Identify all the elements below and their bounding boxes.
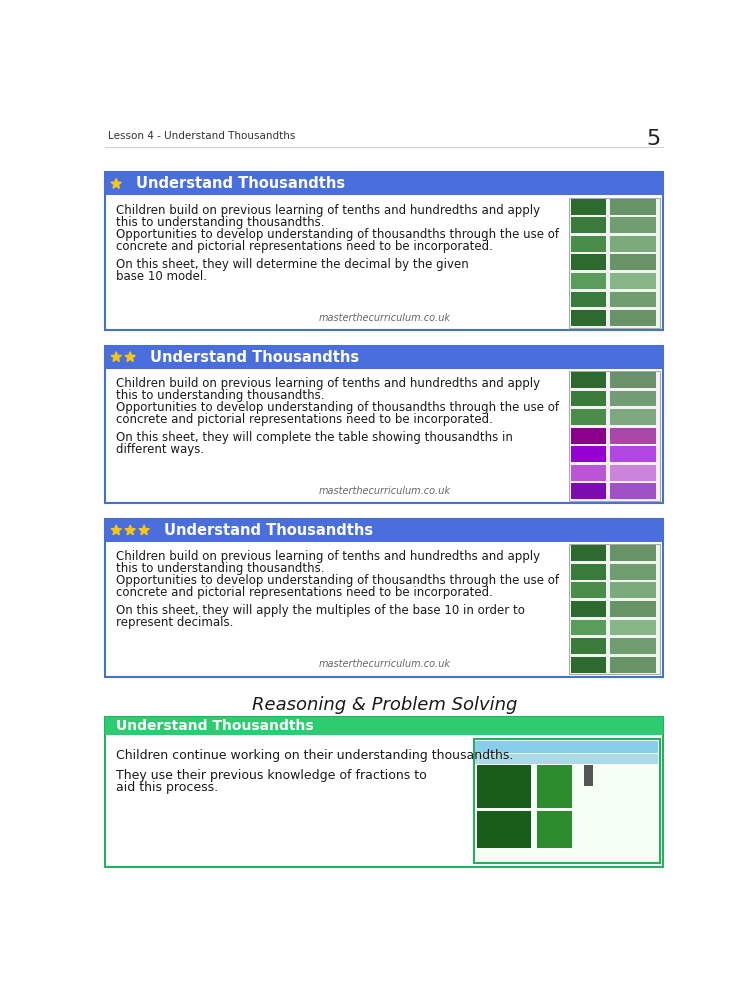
Polygon shape — [125, 352, 135, 362]
Polygon shape — [111, 352, 122, 362]
Bar — [536, 811, 572, 848]
Bar — [584, 765, 593, 786]
Text: On this sheet, they will complete the table showing thousandths in: On this sheet, they will complete the ta… — [116, 431, 513, 444]
Polygon shape — [111, 525, 122, 535]
Bar — [572, 446, 606, 462]
Text: Reasoning & Problem Solving: Reasoning & Problem Solving — [252, 696, 517, 714]
Text: represent decimals.: represent decimals. — [116, 616, 233, 629]
Polygon shape — [139, 525, 149, 535]
Bar — [475, 741, 658, 753]
Text: Children build on previous learning of tenths and hundredths and apply: Children build on previous learning of t… — [116, 204, 540, 217]
Text: base 10 model.: base 10 model. — [116, 270, 207, 283]
Bar — [610, 199, 656, 215]
Bar — [105, 346, 663, 369]
Bar — [572, 254, 606, 270]
Bar — [610, 582, 656, 598]
Bar — [572, 292, 606, 307]
Bar — [572, 372, 606, 388]
Bar — [610, 372, 656, 388]
Bar — [572, 391, 606, 406]
Text: Understand Thousandths: Understand Thousandths — [116, 719, 314, 733]
Bar — [572, 483, 606, 499]
Bar — [610, 428, 656, 444]
Bar — [610, 638, 656, 654]
Bar — [572, 657, 606, 673]
Bar — [568, 371, 660, 501]
Bar — [610, 409, 656, 425]
Bar — [572, 582, 606, 598]
Bar — [610, 564, 656, 580]
Bar — [610, 620, 656, 635]
Bar — [572, 199, 606, 215]
Bar — [610, 465, 656, 481]
Bar — [572, 409, 606, 425]
Bar — [610, 273, 656, 289]
Text: masterthecurriculum.co.uk: masterthecurriculum.co.uk — [318, 659, 450, 669]
Bar — [475, 754, 658, 764]
Text: Children build on previous learning of tenths and hundredths and apply: Children build on previous learning of t… — [116, 550, 540, 563]
Text: concrete and pictorial representations need to be incorporated.: concrete and pictorial representations n… — [116, 586, 493, 599]
Text: Children continue working on their understanding thousandths.: Children continue working on their under… — [116, 749, 514, 762]
Text: different ways.: different ways. — [116, 443, 204, 456]
Text: Understand Thousandths: Understand Thousandths — [164, 523, 374, 538]
Text: They use their previous knowledge of fractions to: They use their previous knowledge of fra… — [116, 769, 427, 782]
Bar — [610, 545, 656, 561]
Bar — [105, 717, 663, 867]
Bar — [572, 310, 606, 326]
Bar — [572, 236, 606, 252]
Text: Understand Thousandths: Understand Thousandths — [150, 350, 359, 365]
Bar — [610, 446, 656, 462]
Bar — [105, 172, 663, 195]
Text: concrete and pictorial representations need to be incorporated.: concrete and pictorial representations n… — [116, 413, 493, 426]
Bar — [572, 620, 606, 635]
Bar — [572, 601, 606, 617]
Text: masterthecurriculum.co.uk: masterthecurriculum.co.uk — [318, 486, 450, 496]
Text: this to understanding thousandths.: this to understanding thousandths. — [116, 216, 325, 229]
Bar — [572, 638, 606, 654]
Text: Lesson 4 - Understand Thousandths: Lesson 4 - Understand Thousandths — [108, 131, 295, 141]
Bar — [536, 765, 572, 808]
Bar — [610, 391, 656, 406]
Text: this to understanding thousandths.: this to understanding thousandths. — [116, 389, 325, 402]
Bar — [572, 273, 606, 289]
Bar — [105, 346, 663, 503]
Bar — [610, 657, 656, 673]
Bar — [105, 519, 663, 542]
Bar — [610, 217, 656, 233]
Bar — [105, 717, 663, 735]
Bar — [568, 544, 660, 674]
Bar — [610, 601, 656, 617]
Bar — [572, 428, 606, 444]
Bar — [610, 254, 656, 270]
Bar — [610, 292, 656, 307]
Bar — [105, 172, 663, 330]
Bar — [476, 811, 530, 848]
Bar — [610, 310, 656, 326]
Bar — [105, 519, 663, 677]
Text: aid this process.: aid this process. — [116, 781, 218, 794]
Bar — [572, 564, 606, 580]
Text: Opportunities to develop understanding of thousandths through the use of: Opportunities to develop understanding o… — [116, 401, 560, 414]
Bar — [572, 545, 606, 561]
Text: Children build on previous learning of tenths and hundredths and apply: Children build on previous learning of t… — [116, 377, 540, 390]
Text: this to understanding thousandths.: this to understanding thousandths. — [116, 562, 325, 575]
Text: On this sheet, they will apply the multiples of the base 10 in order to: On this sheet, they will apply the multi… — [116, 604, 525, 617]
Text: Opportunities to develop understanding of thousandths through the use of: Opportunities to develop understanding o… — [116, 228, 560, 241]
Text: masterthecurriculum.co.uk: masterthecurriculum.co.uk — [318, 313, 450, 323]
Bar — [473, 739, 659, 863]
Text: Understand Thousandths: Understand Thousandths — [136, 176, 346, 191]
Polygon shape — [125, 525, 135, 535]
Text: Opportunities to develop understanding of thousandths through the use of: Opportunities to develop understanding o… — [116, 574, 560, 587]
Bar — [476, 765, 530, 808]
Text: concrete and pictorial representations need to be incorporated.: concrete and pictorial representations n… — [116, 240, 493, 253]
Text: 5: 5 — [646, 129, 661, 149]
Bar — [572, 217, 606, 233]
Bar — [572, 465, 606, 481]
Bar — [568, 198, 660, 328]
Bar — [610, 483, 656, 499]
Text: On this sheet, they will determine the decimal by the given: On this sheet, they will determine the d… — [116, 258, 469, 271]
Bar — [610, 236, 656, 252]
Polygon shape — [111, 179, 122, 188]
